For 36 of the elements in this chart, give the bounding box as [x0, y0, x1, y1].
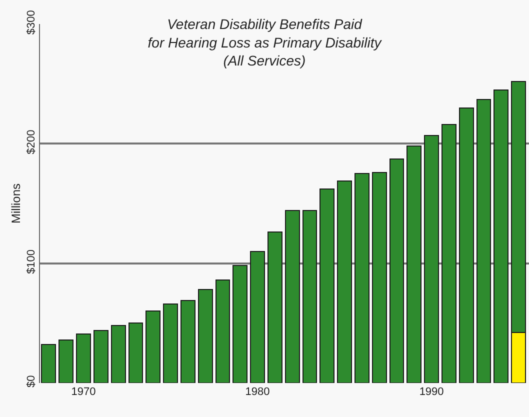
- bar: [250, 250, 265, 383]
- text: Veteran Disability Benefits Paid for Hearing Loss as Primary Disability (All Services): [148, 16, 382, 69]
- bar: [458, 107, 474, 383]
- bar: [146, 310, 161, 383]
- y-tick-label: $200: [26, 130, 38, 154]
- y-axis-title: Millions: [8, 183, 23, 224]
- bar: [320, 188, 335, 383]
- bar: [110, 325, 126, 383]
- bar: [180, 300, 196, 383]
- bar: [284, 210, 300, 383]
- bar: [389, 158, 404, 383]
- bar: [372, 172, 387, 383]
- x-tick-label: 1980: [245, 386, 270, 398]
- bar: [441, 124, 456, 383]
- bar: [354, 173, 370, 383]
- bar: [232, 265, 248, 383]
- x-tick-label: 1970: [71, 386, 96, 398]
- bar: [93, 330, 108, 383]
- bar: [337, 180, 352, 383]
- bar: [41, 344, 56, 383]
- y-tick-label: $100: [26, 249, 38, 274]
- bar: [58, 339, 74, 383]
- bar: [128, 322, 144, 383]
- bar: [302, 210, 318, 383]
- x-tick-label: 1990: [419, 386, 444, 398]
- bar: [494, 89, 509, 383]
- bar: [163, 304, 178, 383]
- bar: [267, 232, 282, 383]
- y-tick-label: $300: [26, 10, 38, 35]
- bar: [424, 134, 440, 383]
- y-tick-label: $0: [26, 375, 38, 388]
- bar: [406, 146, 422, 383]
- bar: [76, 333, 91, 383]
- bar: [215, 280, 230, 383]
- bar: [476, 98, 492, 383]
- bar: [198, 289, 213, 383]
